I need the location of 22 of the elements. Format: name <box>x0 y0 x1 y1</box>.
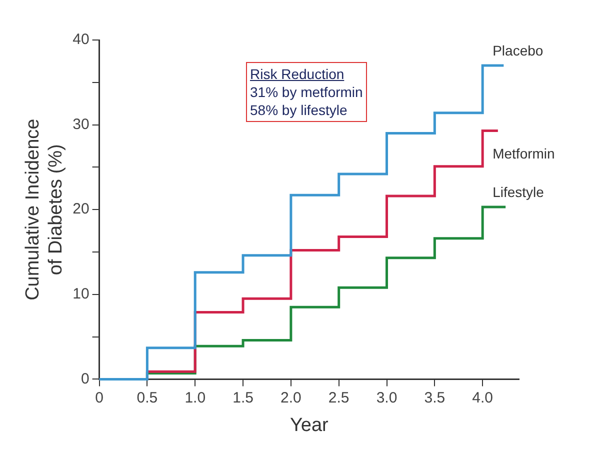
y-tick-label: 20 <box>72 200 90 218</box>
series-label: Metformin <box>492 146 555 162</box>
x-tick-label: 1.5 <box>232 389 254 406</box>
series-label: Placebo <box>492 42 544 58</box>
y-tick-label: 40 <box>72 31 90 48</box>
y-axis-title: Cumulative Incidence of Diabetes (%) <box>22 118 66 300</box>
x-axis-title: Year <box>290 414 330 436</box>
annotation: 31% by metformin <box>250 83 363 101</box>
y-tick-label: 30 <box>72 116 90 133</box>
x-tick-label: 1.0 <box>184 389 206 406</box>
x-tick-label: 3.0 <box>376 389 398 406</box>
y-tick-label: 10 <box>72 286 90 303</box>
x-tick-label: 2.0 <box>280 389 302 406</box>
x-tick-label: 2.5 <box>328 389 350 406</box>
x-tick-label: 0 <box>95 389 104 406</box>
series-label: Lifestyle <box>492 184 544 200</box>
x-tick-label: 4.0 <box>472 389 494 406</box>
annotation: Risk Reduction <box>250 65 346 83</box>
y-tick-label: 0 <box>80 370 90 388</box>
annotation: 58% by lifestyle <box>250 101 348 119</box>
x-tick-label: 3.5 <box>424 389 446 406</box>
x-tick-label: 0.5 <box>136 389 158 406</box>
